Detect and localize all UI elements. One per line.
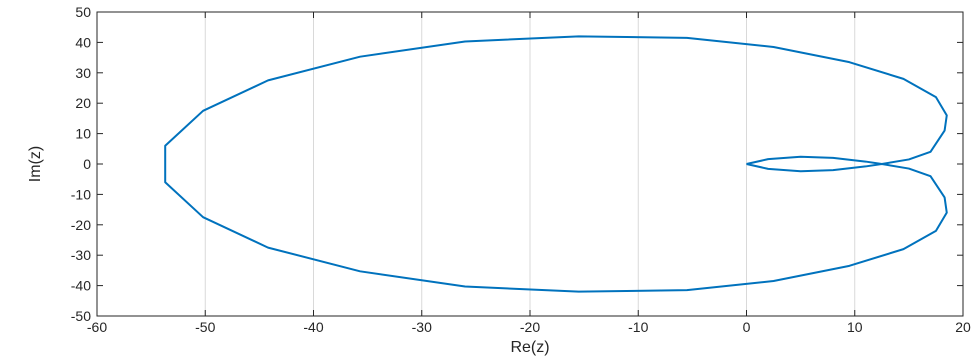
x-axis-label: Re(z)	[510, 339, 549, 356]
x-tick-label: -20	[520, 319, 540, 335]
x-tick-label: -50	[195, 319, 215, 335]
y-tick-label: 30	[75, 65, 91, 81]
y-tick-labels: -50 -40 -30 -20 -10 0 10 20 30 40 50	[71, 4, 91, 324]
x-tick-label: -30	[412, 319, 432, 335]
plot-frame	[96, 11, 964, 317]
x-tick-label: -60	[87, 319, 107, 335]
grid-lines	[204, 12, 856, 316]
y-tick-label: 20	[75, 95, 91, 111]
y-tick-label: -30	[71, 247, 91, 263]
y-tick-label: 50	[75, 4, 91, 20]
y-tick-label: -40	[71, 278, 91, 294]
y-tick-label: -50	[71, 308, 91, 324]
y-tick-label: 0	[83, 156, 91, 172]
x-tick-label: 20	[955, 319, 971, 335]
x-tick-label: 10	[847, 319, 863, 335]
x-tick-labels: -60 -50 -40 -30 -20 -10 0 10 20	[87, 319, 971, 335]
y-tick-label: 40	[75, 34, 91, 50]
nyquist-curve	[164, 35, 948, 293]
y-tick-label: -10	[71, 186, 91, 202]
x-tick-label: 0	[743, 319, 751, 335]
series-layer	[164, 35, 948, 293]
y-tick-label: 10	[75, 126, 91, 142]
y-tick-label: -20	[71, 217, 91, 233]
x-tick-label: -40	[303, 319, 323, 335]
x-tick-label: -10	[628, 319, 648, 335]
y-axis-label: Im(z)	[27, 146, 44, 182]
